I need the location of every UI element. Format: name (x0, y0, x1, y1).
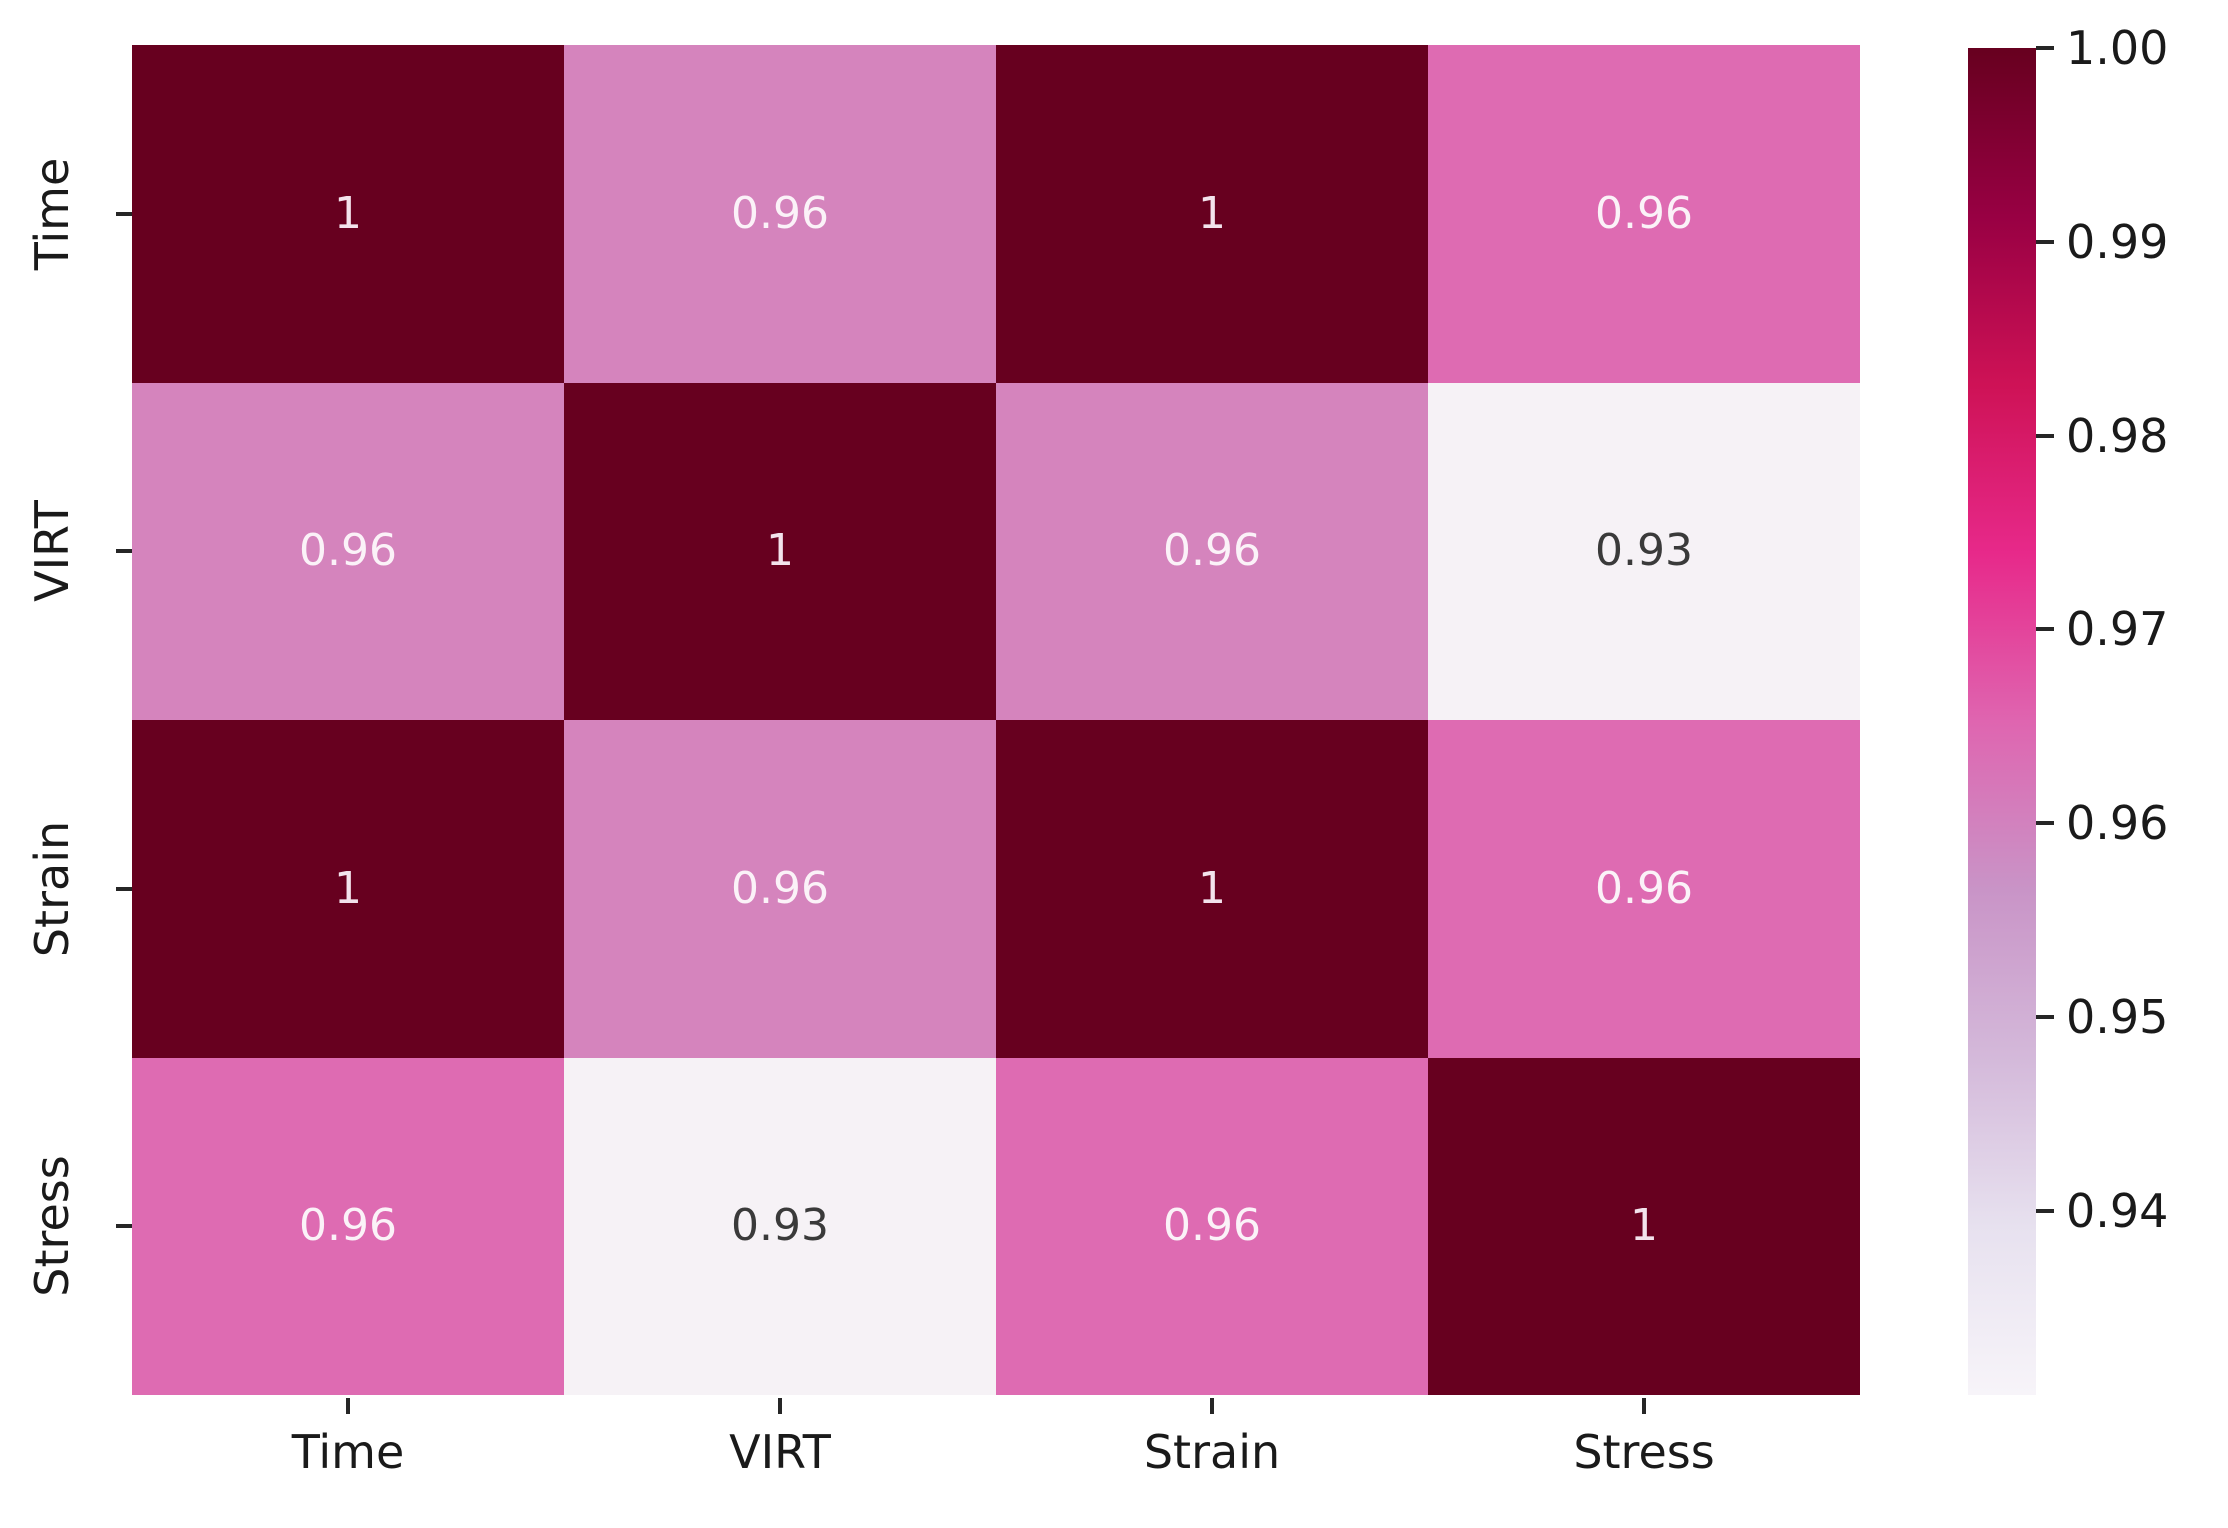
x-axis-tick-mark (1642, 1398, 1646, 1414)
heatmap-plot-area: 1 0.96 1 0.96 0.96 1 0.96 0.93 1 0.96 1 0.96 0.96 0.9… (132, 45, 1860, 1395)
cell-value: 1 (1198, 862, 1226, 914)
cell-value: 1 (1630, 1200, 1658, 1252)
y-tick-label-strain: Strain (25, 820, 79, 957)
y-axis-tick-mark (116, 211, 132, 216)
heatmap-cell-strain-strain: 1 (996, 720, 1428, 1058)
x-axis-tick-mark (1210, 1398, 1214, 1414)
x-tick-label-virt: VIRT (729, 1425, 831, 1479)
y-tick-label-virt: VIRT (25, 500, 79, 603)
y-tick-label-stress: Stress (25, 1155, 79, 1297)
cell-value: 0.96 (1163, 1200, 1261, 1252)
heatmap-cell-strain-stress: 0.96 (1428, 720, 1860, 1058)
heatmap-cell-virt-time: 0.96 (132, 382, 564, 720)
colorbar-tick-mark (2036, 46, 2054, 50)
colorbar-tick-mark (2036, 627, 2054, 632)
y-axis-tick-mark (116, 1224, 132, 1229)
cell-value: 0.96 (1595, 187, 1693, 239)
heatmap-cell-virt-strain: 0.96 (996, 382, 1428, 720)
colorbar-tick-mark (2036, 433, 2054, 438)
colorbar-tick-label-0.98: 0.98 (2066, 408, 2169, 463)
colorbar-tick-mark (2036, 239, 2054, 244)
heatmap-cell-time-strain: 1 (996, 45, 1428, 383)
y-axis-tick-mark (116, 886, 132, 891)
heatmap-cell-strain-virt: 0.96 (564, 720, 996, 1058)
cell-value: 0.93 (731, 1200, 829, 1252)
colorbar-tick-label-1.00: 1.00 (2066, 21, 2169, 75)
x-tick-label-stress: Stress (1573, 1425, 1715, 1479)
cell-value: 1 (334, 862, 362, 914)
heatmap-cell-strain-time: 1 (132, 720, 564, 1058)
x-axis-tick-mark (346, 1398, 350, 1414)
cell-value: 0.96 (731, 862, 829, 914)
y-tick-label-time: Time (25, 157, 79, 271)
colorbar-tick-label-0.96: 0.96 (2066, 796, 2169, 851)
x-axis-tick-mark (778, 1398, 782, 1414)
colorbar-tick-label-0.94: 0.94 (2066, 1183, 2169, 1238)
colorbar-tick-label-0.99: 0.99 (2066, 214, 2169, 269)
heatmap-cell-virt-stress: 0.93 (1428, 382, 1860, 720)
cell-value: 0.96 (1595, 862, 1693, 914)
cell-value: 0.96 (1163, 525, 1261, 577)
cell-value: 0.93 (1595, 525, 1693, 577)
heatmap-cell-time-stress: 0.96 (1428, 45, 1860, 383)
cell-value: 1 (766, 525, 794, 577)
colorbar-tick-mark (2036, 821, 2054, 826)
x-tick-label-time: Time (291, 1425, 405, 1479)
colorbar-tick-mark (2036, 1208, 2054, 1213)
heatmap-cell-stress-stress: 1 (1428, 1057, 1860, 1395)
colorbar-gradient (1968, 48, 2036, 1395)
colorbar (1968, 48, 2036, 1395)
heatmap-cell-stress-strain: 0.96 (996, 1057, 1428, 1395)
cell-value: 0.96 (299, 1200, 397, 1252)
heatmap-cell-time-virt: 0.96 (564, 45, 996, 383)
heatmap-cell-virt-virt: 1 (564, 382, 996, 720)
cell-value: 0.96 (299, 525, 397, 577)
cell-value: 0.96 (731, 187, 829, 239)
heatmap-cell-stress-time: 0.96 (132, 1057, 564, 1395)
colorbar-tick-mark (2036, 1015, 2054, 1020)
heatmap-cell-time-time: 1 (132, 45, 564, 383)
cell-value: 1 (1198, 187, 1226, 239)
y-axis-tick-mark (116, 549, 132, 554)
colorbar-tick-label-0.97: 0.97 (2066, 602, 2169, 657)
colorbar-tick-label-0.95: 0.95 (2066, 990, 2169, 1045)
cell-value: 1 (334, 187, 362, 239)
heatmap-cell-stress-virt: 0.93 (564, 1057, 996, 1395)
x-tick-label-strain: Strain (1143, 1425, 1281, 1479)
